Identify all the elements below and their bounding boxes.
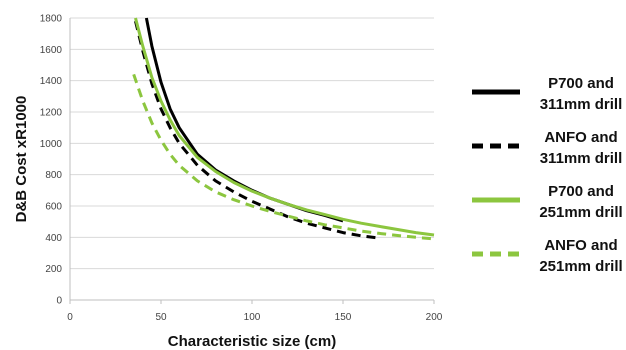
series-line-p700-and-251mm-drill xyxy=(134,17,435,237)
legend-label-p700-and-311mm-drill: P700 and xyxy=(548,75,614,92)
legend: P700 and 311mm drill ANFO and 311mm drill P7… xyxy=(472,75,623,275)
legend-label-p700-and-251mm-drill: P700 and xyxy=(548,183,614,200)
y-tick-label: 600 xyxy=(45,202,62,213)
y-tick-label: 1600 xyxy=(40,45,63,56)
x-tick-label: 50 xyxy=(155,312,167,323)
y-tick-label: 200 xyxy=(45,264,62,275)
grid-lines xyxy=(70,17,434,270)
y-tick-label: 1200 xyxy=(40,108,63,119)
legend-label-anfo-and-311mm-drill: 311mm drill xyxy=(540,150,623,167)
y-tick-label: 800 xyxy=(45,170,62,181)
legend-label-anfo-and-251mm-drill: ANFO and xyxy=(544,237,617,254)
legend-label-anfo-and-311mm-drill: ANFO and xyxy=(544,129,617,146)
y-tick-labels: 0 200 400 600 800 1000 1200 1400 1600 1800 xyxy=(40,14,63,307)
x-tick-label: 0 xyxy=(67,312,73,323)
axes xyxy=(69,18,435,304)
y-tick-label: 1000 xyxy=(40,139,63,150)
legend-label-anfo-and-251mm-drill: 251mm drill xyxy=(539,258,622,275)
series-line-anfo-and-251mm-drill xyxy=(132,73,435,241)
plot-area xyxy=(132,17,435,241)
series-line-anfo-and-311mm-drill xyxy=(134,20,380,240)
legend-label-p700-and-311mm-drill: 311mm drill xyxy=(540,96,623,113)
y-tick-label: 0 xyxy=(56,296,62,307)
x-tick-labels: 0 50 100 150 200 xyxy=(67,312,443,323)
x-tick-label: 200 xyxy=(426,312,443,323)
legend-label-p700-and-251mm-drill: 251mm drill xyxy=(539,204,622,221)
y-tick-label: 400 xyxy=(45,233,62,244)
x-tick-label: 150 xyxy=(335,312,352,323)
x-axis-title: Characteristic size (cm) xyxy=(168,333,336,350)
series-line-p700-and-311mm-drill xyxy=(144,17,344,223)
y-axis-title: D&B Cost xR1000 xyxy=(13,96,30,223)
y-tick-label: 1400 xyxy=(40,76,63,87)
y-tick-label: 1800 xyxy=(40,14,63,25)
x-tick-label: 100 xyxy=(244,312,261,323)
